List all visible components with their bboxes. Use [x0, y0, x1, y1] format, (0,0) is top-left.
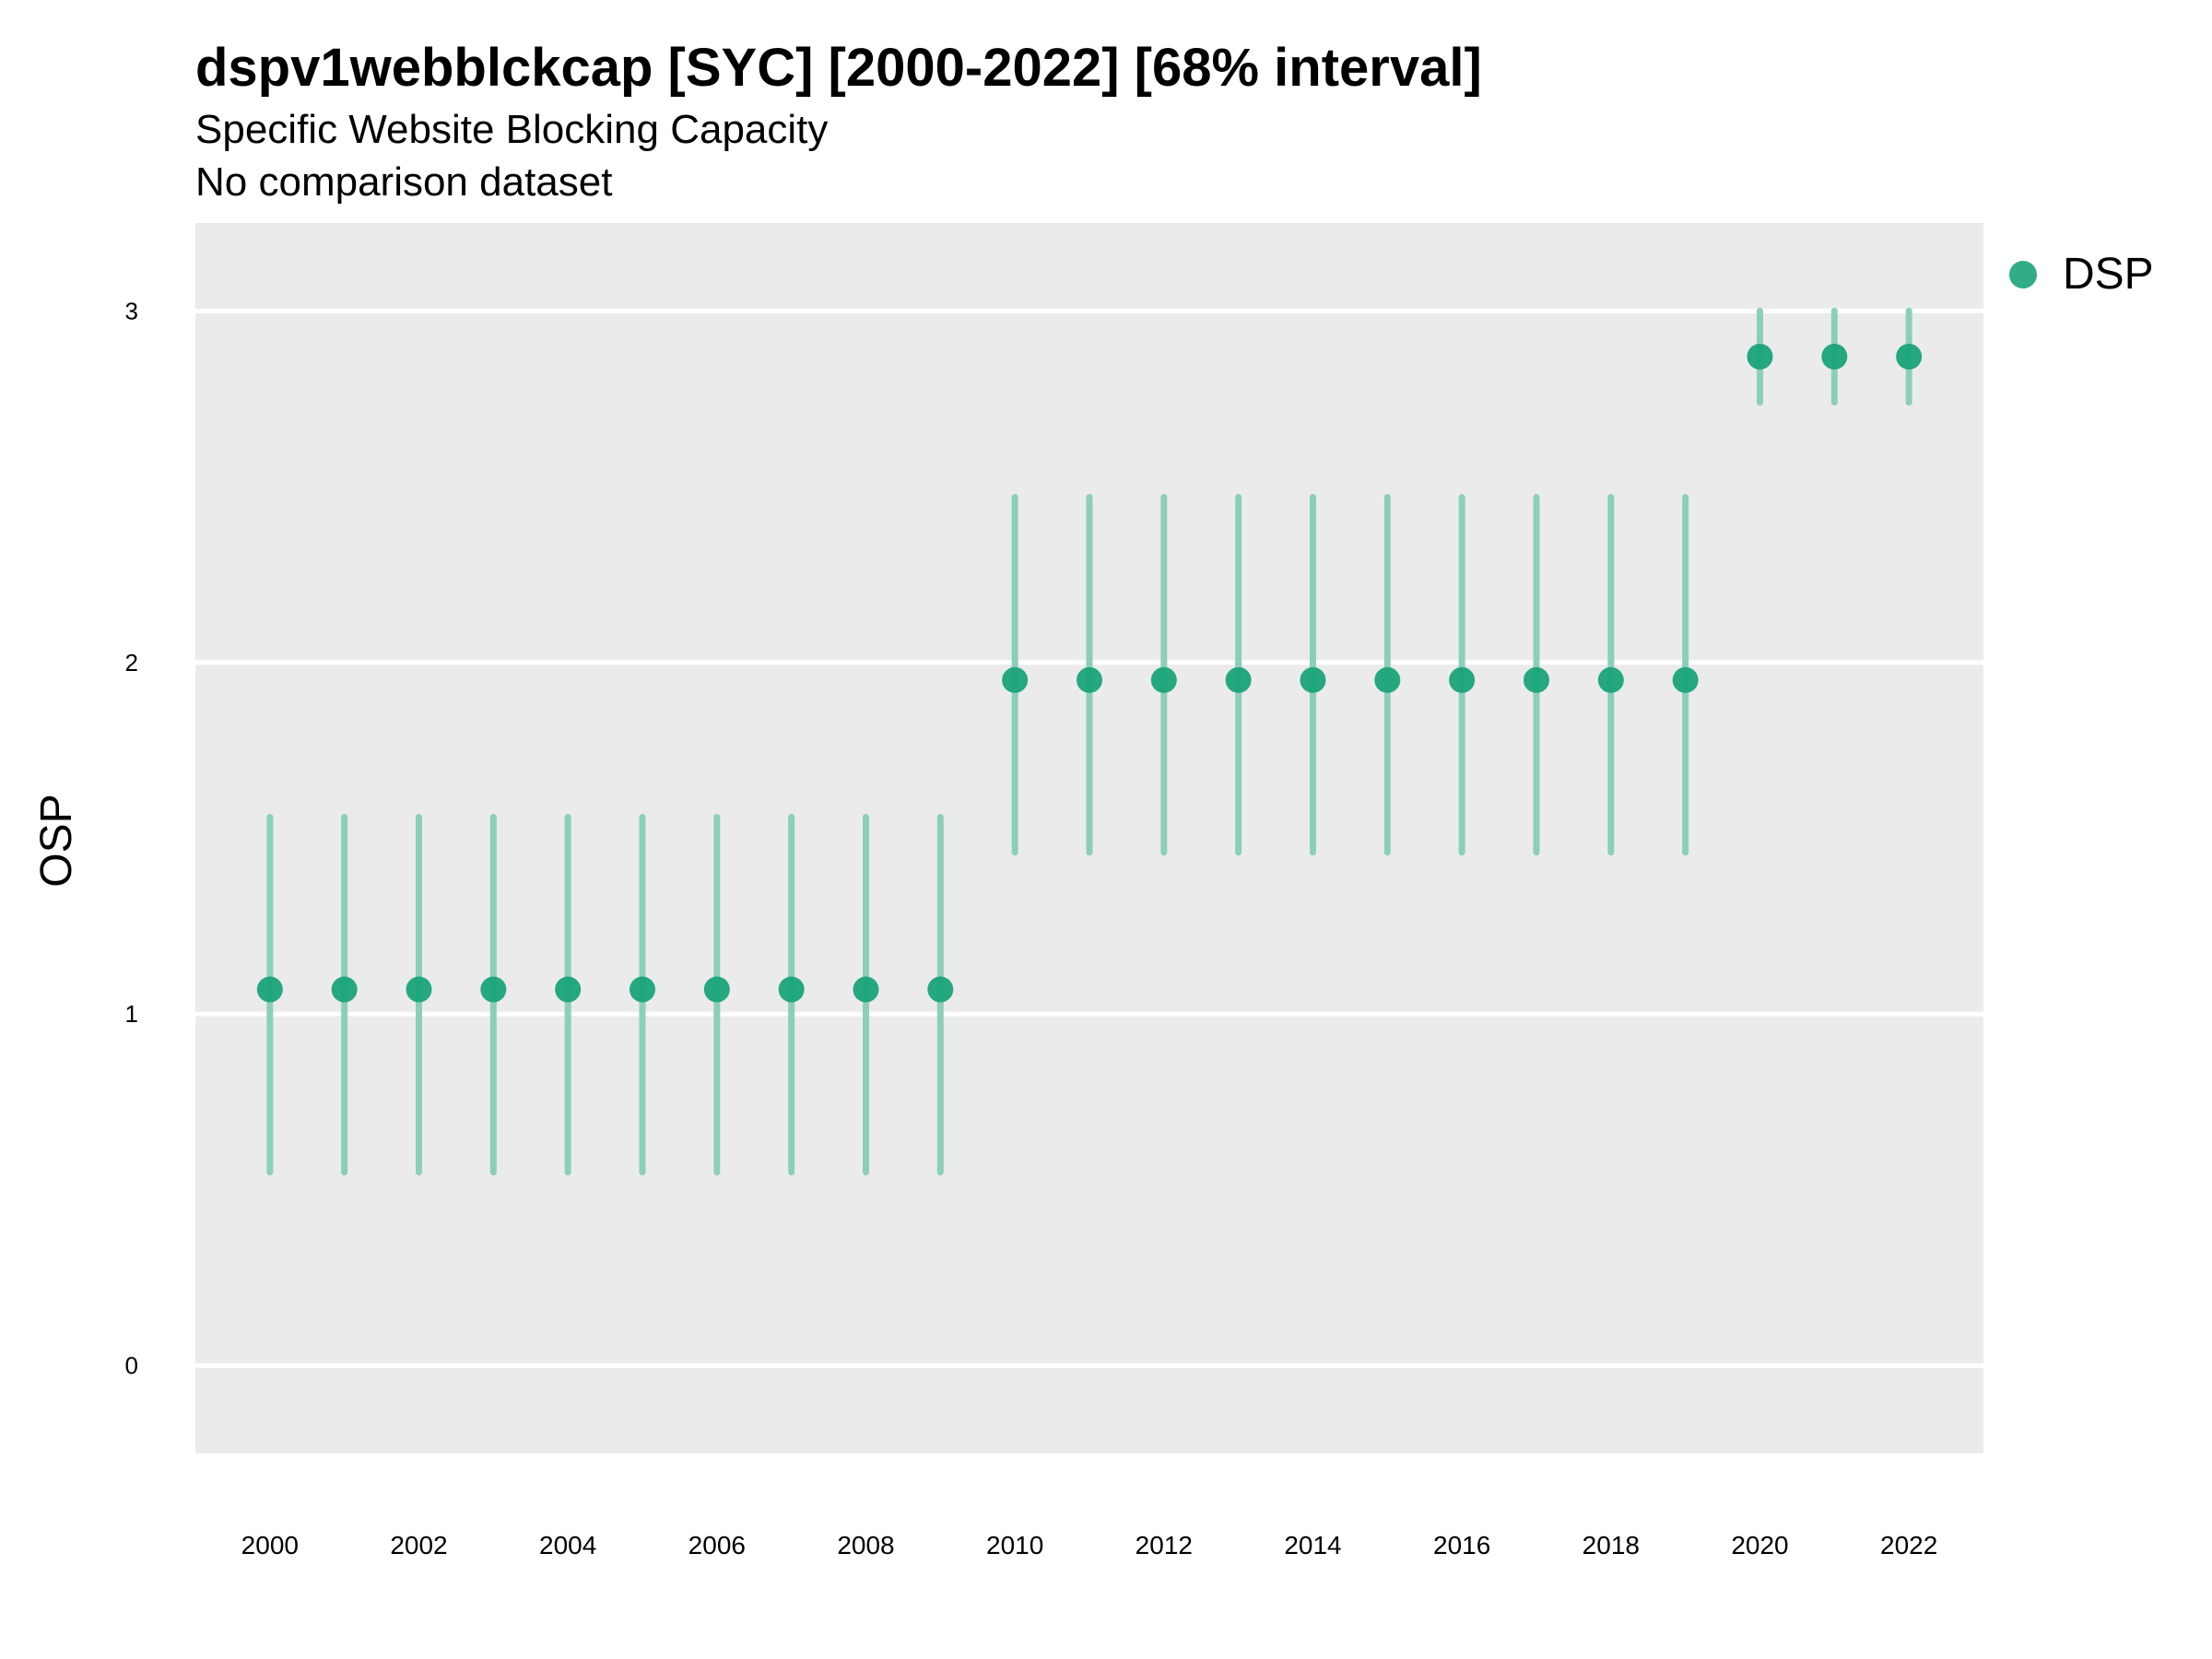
data-point-2007 — [778, 976, 805, 1003]
y-axis-label: OSP — [32, 794, 81, 887]
y-tick-label-0: 0 — [125, 1352, 138, 1380]
x-tick-label-2016: 2016 — [1433, 1531, 1490, 1559]
data-point-2004 — [555, 976, 582, 1003]
data-point-2005 — [629, 976, 655, 1003]
x-tick-label-2022: 2022 — [1880, 1531, 1937, 1559]
data-point-2015 — [1374, 666, 1401, 693]
data-point-2018 — [1597, 666, 1624, 693]
x-tick-label-2014: 2014 — [1284, 1531, 1341, 1559]
x-tick-label-2020: 2020 — [1731, 1531, 1788, 1559]
x-tick-label-2012: 2012 — [1135, 1531, 1193, 1559]
data-points — [256, 343, 1923, 1003]
data-point-2022 — [1896, 343, 1923, 370]
data-point-2002 — [406, 976, 432, 1003]
x-tick-label-2002: 2002 — [390, 1531, 447, 1559]
data-point-2009 — [927, 976, 954, 1003]
x-axis-ticks: 2000 2002 2004 2006 2008 2010 2012 2014 2016 2018… — [241, 1531, 1938, 1559]
data-point-2008 — [853, 976, 879, 1003]
data-point-2017 — [1524, 666, 1549, 693]
x-tick-label-2008: 2008 — [837, 1531, 894, 1559]
x-tick-label-2004: 2004 — [539, 1531, 596, 1559]
legend: DSP — [2009, 249, 2154, 300]
data-point-2019 — [1672, 666, 1699, 693]
chart-subtitle-comparison: No comparison dataset — [195, 159, 613, 205]
data-point-2016 — [1449, 666, 1476, 693]
x-tick-label-2010: 2010 — [986, 1531, 1043, 1559]
data-point-2020 — [1747, 343, 1773, 370]
data-point-2021 — [1821, 343, 1848, 370]
data-point-2006 — [703, 976, 730, 1003]
data-point-2003 — [480, 976, 507, 1003]
y-tick-label-2: 2 — [125, 649, 138, 677]
data-point-2010 — [1002, 666, 1029, 693]
data-point-2013 — [1225, 666, 1252, 693]
x-tick-label-2018: 2018 — [1583, 1531, 1640, 1559]
data-point-2000 — [256, 976, 283, 1003]
data-point-2012 — [1150, 666, 1177, 693]
x-tick-label-2006: 2006 — [688, 1531, 746, 1559]
x-tick-label-2000: 2000 — [241, 1531, 299, 1559]
legend-swatch-dsp — [2009, 260, 2037, 288]
legend-label-dsp: DSP — [2063, 250, 2154, 299]
data-point-2011 — [1077, 666, 1102, 693]
data-point-2001 — [331, 976, 358, 1003]
y-axis-ticks: 0 1 2 3 — [125, 297, 138, 1379]
chart-subtitle: Specific Website Blocking Capacity — [195, 107, 829, 152]
chart-title: dspv1webblckcap [SYC] [2000-2022] [68% i… — [195, 38, 1482, 98]
data-point-2014 — [1300, 666, 1326, 693]
y-tick-label-3: 3 — [125, 297, 138, 324]
y-tick-label-1: 1 — [125, 1000, 138, 1028]
